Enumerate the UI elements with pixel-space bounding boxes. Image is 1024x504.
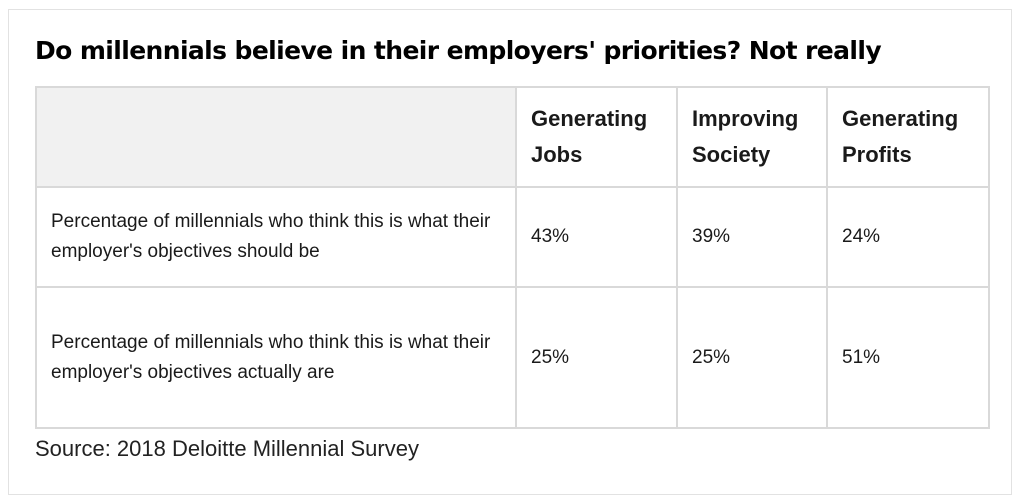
data-table: Generating Jobs Improving Society Generati…	[35, 86, 990, 429]
column-header-line: Jobs	[531, 142, 583, 167]
table-row: Percentage of millennials who think this…	[35, 186, 990, 288]
table-cell: 43%	[515, 186, 678, 288]
table-row: Percentage of millennials who think this…	[35, 286, 990, 429]
table-cell: 25%	[515, 286, 678, 429]
column-header-line: Society	[692, 142, 771, 167]
card-frame	[8, 9, 1012, 495]
column-header-line: Profits	[842, 142, 912, 167]
header-row: Generating Jobs Improving Society Generati…	[35, 86, 990, 188]
row-label: Percentage of millennials who think this…	[35, 186, 517, 288]
column-header-line: Improving	[692, 106, 799, 131]
table-cell: 39%	[676, 186, 828, 288]
column-header: Generating Jobs	[515, 86, 678, 188]
chart-title: Do millennials believe in their employer…	[35, 36, 882, 65]
column-header: Generating Profits	[826, 86, 990, 188]
table-cell: 24%	[826, 186, 990, 288]
table-cell: 25%	[676, 286, 828, 429]
row-label: Percentage of millennials who think this…	[35, 286, 517, 429]
table-cell: 51%	[826, 286, 990, 429]
column-header: Improving Society	[676, 86, 828, 188]
corner-cell	[35, 86, 517, 188]
source-note: Source: 2018 Deloitte Millennial Survey	[35, 436, 419, 461]
column-header-line: Generating	[531, 106, 648, 131]
column-header-line: Generating	[842, 106, 959, 131]
